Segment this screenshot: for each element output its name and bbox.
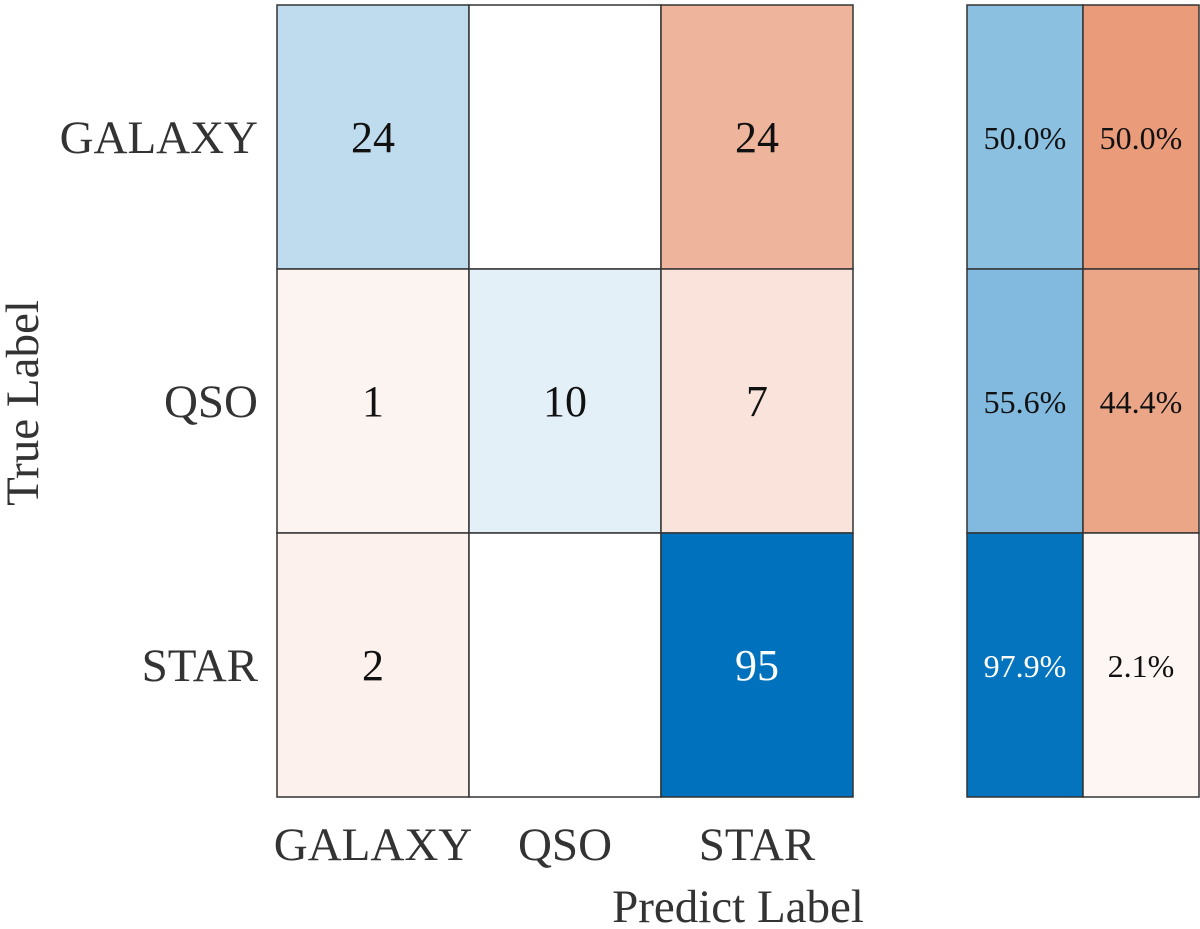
matrix-cell-value: 10 bbox=[543, 377, 587, 426]
matrix-cell-value: 24 bbox=[735, 113, 779, 162]
row-summary-panel: 50.0% 50.0% 55.6% 44.4% 97.9% 2.1% bbox=[966, 4, 1200, 798]
confusion-matrix-grid: 24 24 1 10 7 2 95 bbox=[276, 4, 854, 798]
y-tick-label: GALAXY bbox=[60, 112, 258, 164]
y-tick-label: STAR bbox=[142, 640, 259, 692]
summary-correct-cell bbox=[966, 4, 1084, 270]
matrix-cell bbox=[468, 268, 662, 534]
x-tick-label: GALAXY bbox=[274, 819, 472, 871]
summary-correct-value: 97.9% bbox=[984, 648, 1067, 684]
y-tick-labels: GALAXY QSO STAR bbox=[60, 112, 259, 692]
x-tick-labels: GALAXY QSO STAR bbox=[274, 819, 816, 871]
matrix-cell bbox=[660, 532, 854, 798]
matrix-cell bbox=[468, 4, 662, 270]
matrix-cell bbox=[660, 4, 854, 270]
summary-incorrect-value: 2.1% bbox=[1108, 648, 1175, 684]
matrix-cell bbox=[276, 4, 470, 270]
summary-incorrect-value: 50.0% bbox=[1100, 120, 1183, 156]
y-tick-label: QSO bbox=[164, 376, 258, 428]
matrix-cell bbox=[468, 532, 662, 798]
summary-correct-cell bbox=[966, 532, 1084, 798]
x-tick-label: QSO bbox=[518, 819, 612, 871]
y-axis-label: True Label bbox=[0, 300, 49, 506]
matrix-cell bbox=[660, 268, 854, 534]
summary-incorrect-cell bbox=[1082, 532, 1200, 798]
matrix-cell bbox=[276, 532, 470, 798]
matrix-cell-value: 95 bbox=[735, 641, 779, 690]
x-axis-label: Predict Label bbox=[612, 881, 864, 929]
summary-correct-value: 55.6% bbox=[984, 384, 1067, 420]
summary-correct-value: 50.0% bbox=[984, 120, 1067, 156]
summary-correct-cell bbox=[966, 268, 1084, 534]
summary-incorrect-value: 44.4% bbox=[1100, 384, 1183, 420]
x-tick-label: STAR bbox=[699, 819, 816, 871]
matrix-cell bbox=[276, 268, 470, 534]
matrix-cell-value: 24 bbox=[351, 113, 395, 162]
matrix-cell-value: 1 bbox=[362, 377, 384, 426]
matrix-cell-value: 7 bbox=[746, 377, 768, 426]
summary-incorrect-cell bbox=[1082, 268, 1200, 534]
matrix-cell-value: 2 bbox=[362, 641, 384, 690]
